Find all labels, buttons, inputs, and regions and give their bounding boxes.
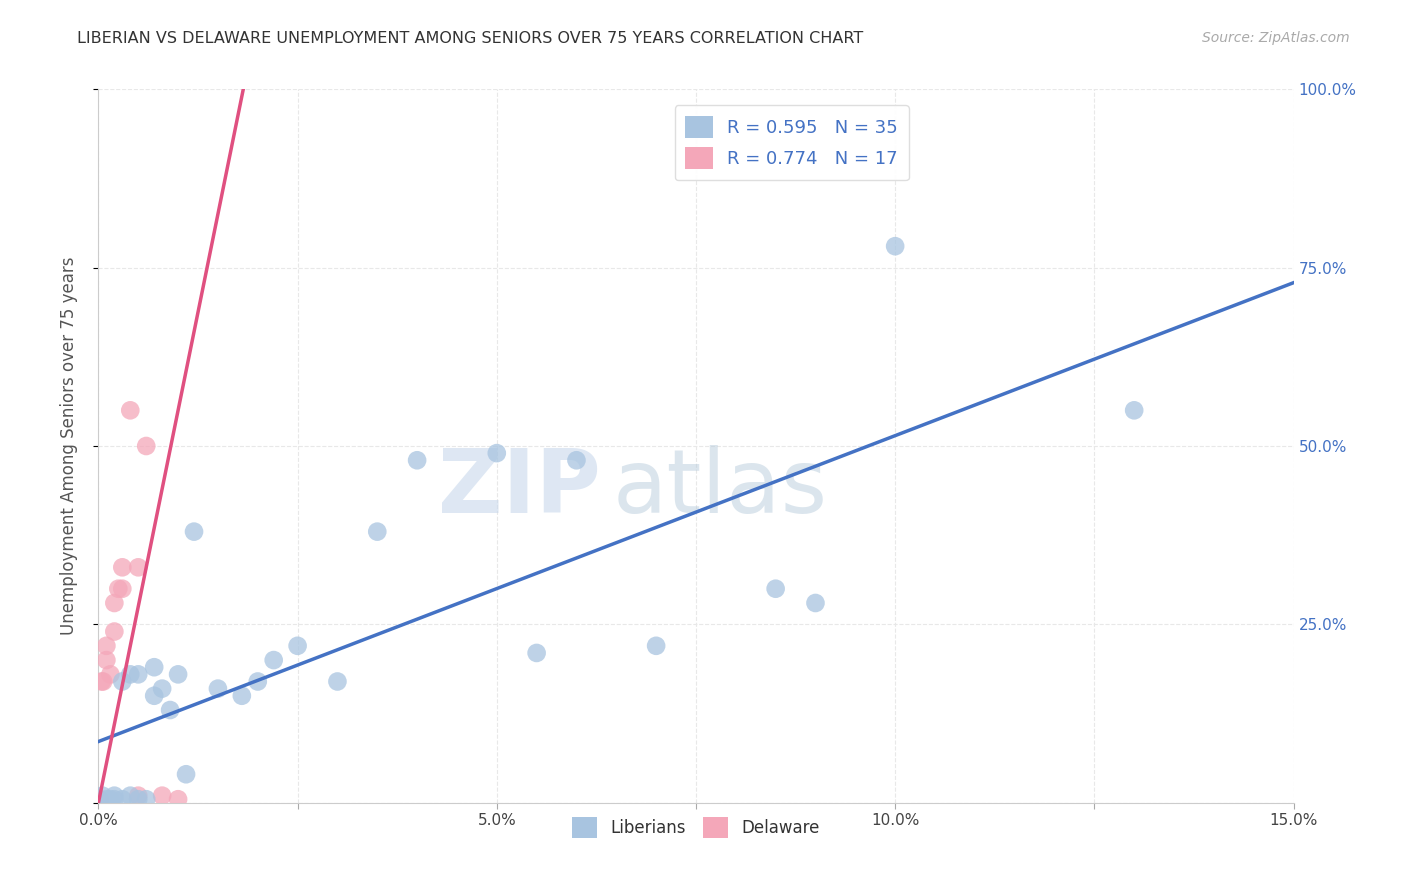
Point	[91, 674, 114, 689]
Point	[287, 639, 309, 653]
Point	[111, 560, 134, 574]
Point	[765, 582, 787, 596]
Point	[167, 667, 190, 681]
Point	[263, 653, 285, 667]
Point	[111, 582, 134, 596]
Point	[127, 792, 149, 806]
Point	[366, 524, 388, 539]
Point	[103, 596, 125, 610]
Point	[246, 674, 269, 689]
Point	[167, 792, 190, 806]
Legend: Liberians, Delaware: Liberians, Delaware	[565, 811, 827, 845]
Point	[406, 453, 429, 467]
Point	[89, 792, 111, 806]
Y-axis label: Unemployment Among Seniors over 75 years: Unemployment Among Seniors over 75 years	[59, 257, 77, 635]
Point	[103, 624, 125, 639]
Point	[159, 703, 181, 717]
Point	[485, 446, 508, 460]
Point	[120, 789, 142, 803]
Point	[231, 689, 253, 703]
Point	[111, 674, 134, 689]
Point	[526, 646, 548, 660]
Point	[1123, 403, 1146, 417]
Point	[143, 689, 166, 703]
Point	[96, 792, 118, 806]
Point	[804, 596, 827, 610]
Point	[207, 681, 229, 696]
Point	[96, 653, 118, 667]
Point	[143, 660, 166, 674]
Point	[91, 789, 114, 803]
Point	[565, 453, 588, 467]
Point	[96, 639, 118, 653]
Point	[111, 792, 134, 806]
Point	[107, 582, 129, 596]
Point	[127, 667, 149, 681]
Point	[326, 674, 349, 689]
Point	[183, 524, 205, 539]
Point	[884, 239, 907, 253]
Point	[135, 439, 157, 453]
Point	[90, 674, 112, 689]
Point	[135, 792, 157, 806]
Point	[150, 681, 173, 696]
Point	[174, 767, 197, 781]
Text: ZIP: ZIP	[437, 445, 600, 533]
Point	[98, 667, 122, 681]
Point	[98, 792, 122, 806]
Point	[127, 789, 149, 803]
Text: atlas: atlas	[613, 445, 828, 533]
Point	[645, 639, 668, 653]
Point	[120, 667, 142, 681]
Point	[150, 789, 173, 803]
Text: LIBERIAN VS DELAWARE UNEMPLOYMENT AMONG SENIORS OVER 75 YEARS CORRELATION CHART: LIBERIAN VS DELAWARE UNEMPLOYMENT AMONG …	[77, 31, 863, 46]
Point	[103, 789, 125, 803]
Point	[103, 792, 125, 806]
Text: Source: ZipAtlas.com: Source: ZipAtlas.com	[1202, 31, 1350, 45]
Point	[127, 560, 149, 574]
Point	[120, 403, 142, 417]
